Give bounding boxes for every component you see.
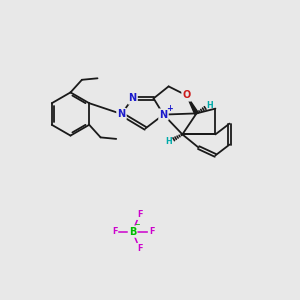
Text: N: N	[128, 93, 137, 103]
Text: F: F	[112, 227, 117, 236]
Text: F: F	[149, 227, 154, 236]
Text: N: N	[117, 109, 126, 119]
Text: F: F	[137, 244, 142, 253]
Text: B: B	[129, 226, 136, 237]
Text: N: N	[159, 110, 168, 120]
Text: +: +	[166, 104, 173, 113]
Text: O: O	[182, 90, 191, 100]
Text: −: −	[135, 222, 140, 228]
Text: H: H	[166, 137, 172, 146]
Polygon shape	[187, 95, 198, 114]
Text: F: F	[137, 210, 142, 219]
Text: H: H	[207, 100, 213, 109]
